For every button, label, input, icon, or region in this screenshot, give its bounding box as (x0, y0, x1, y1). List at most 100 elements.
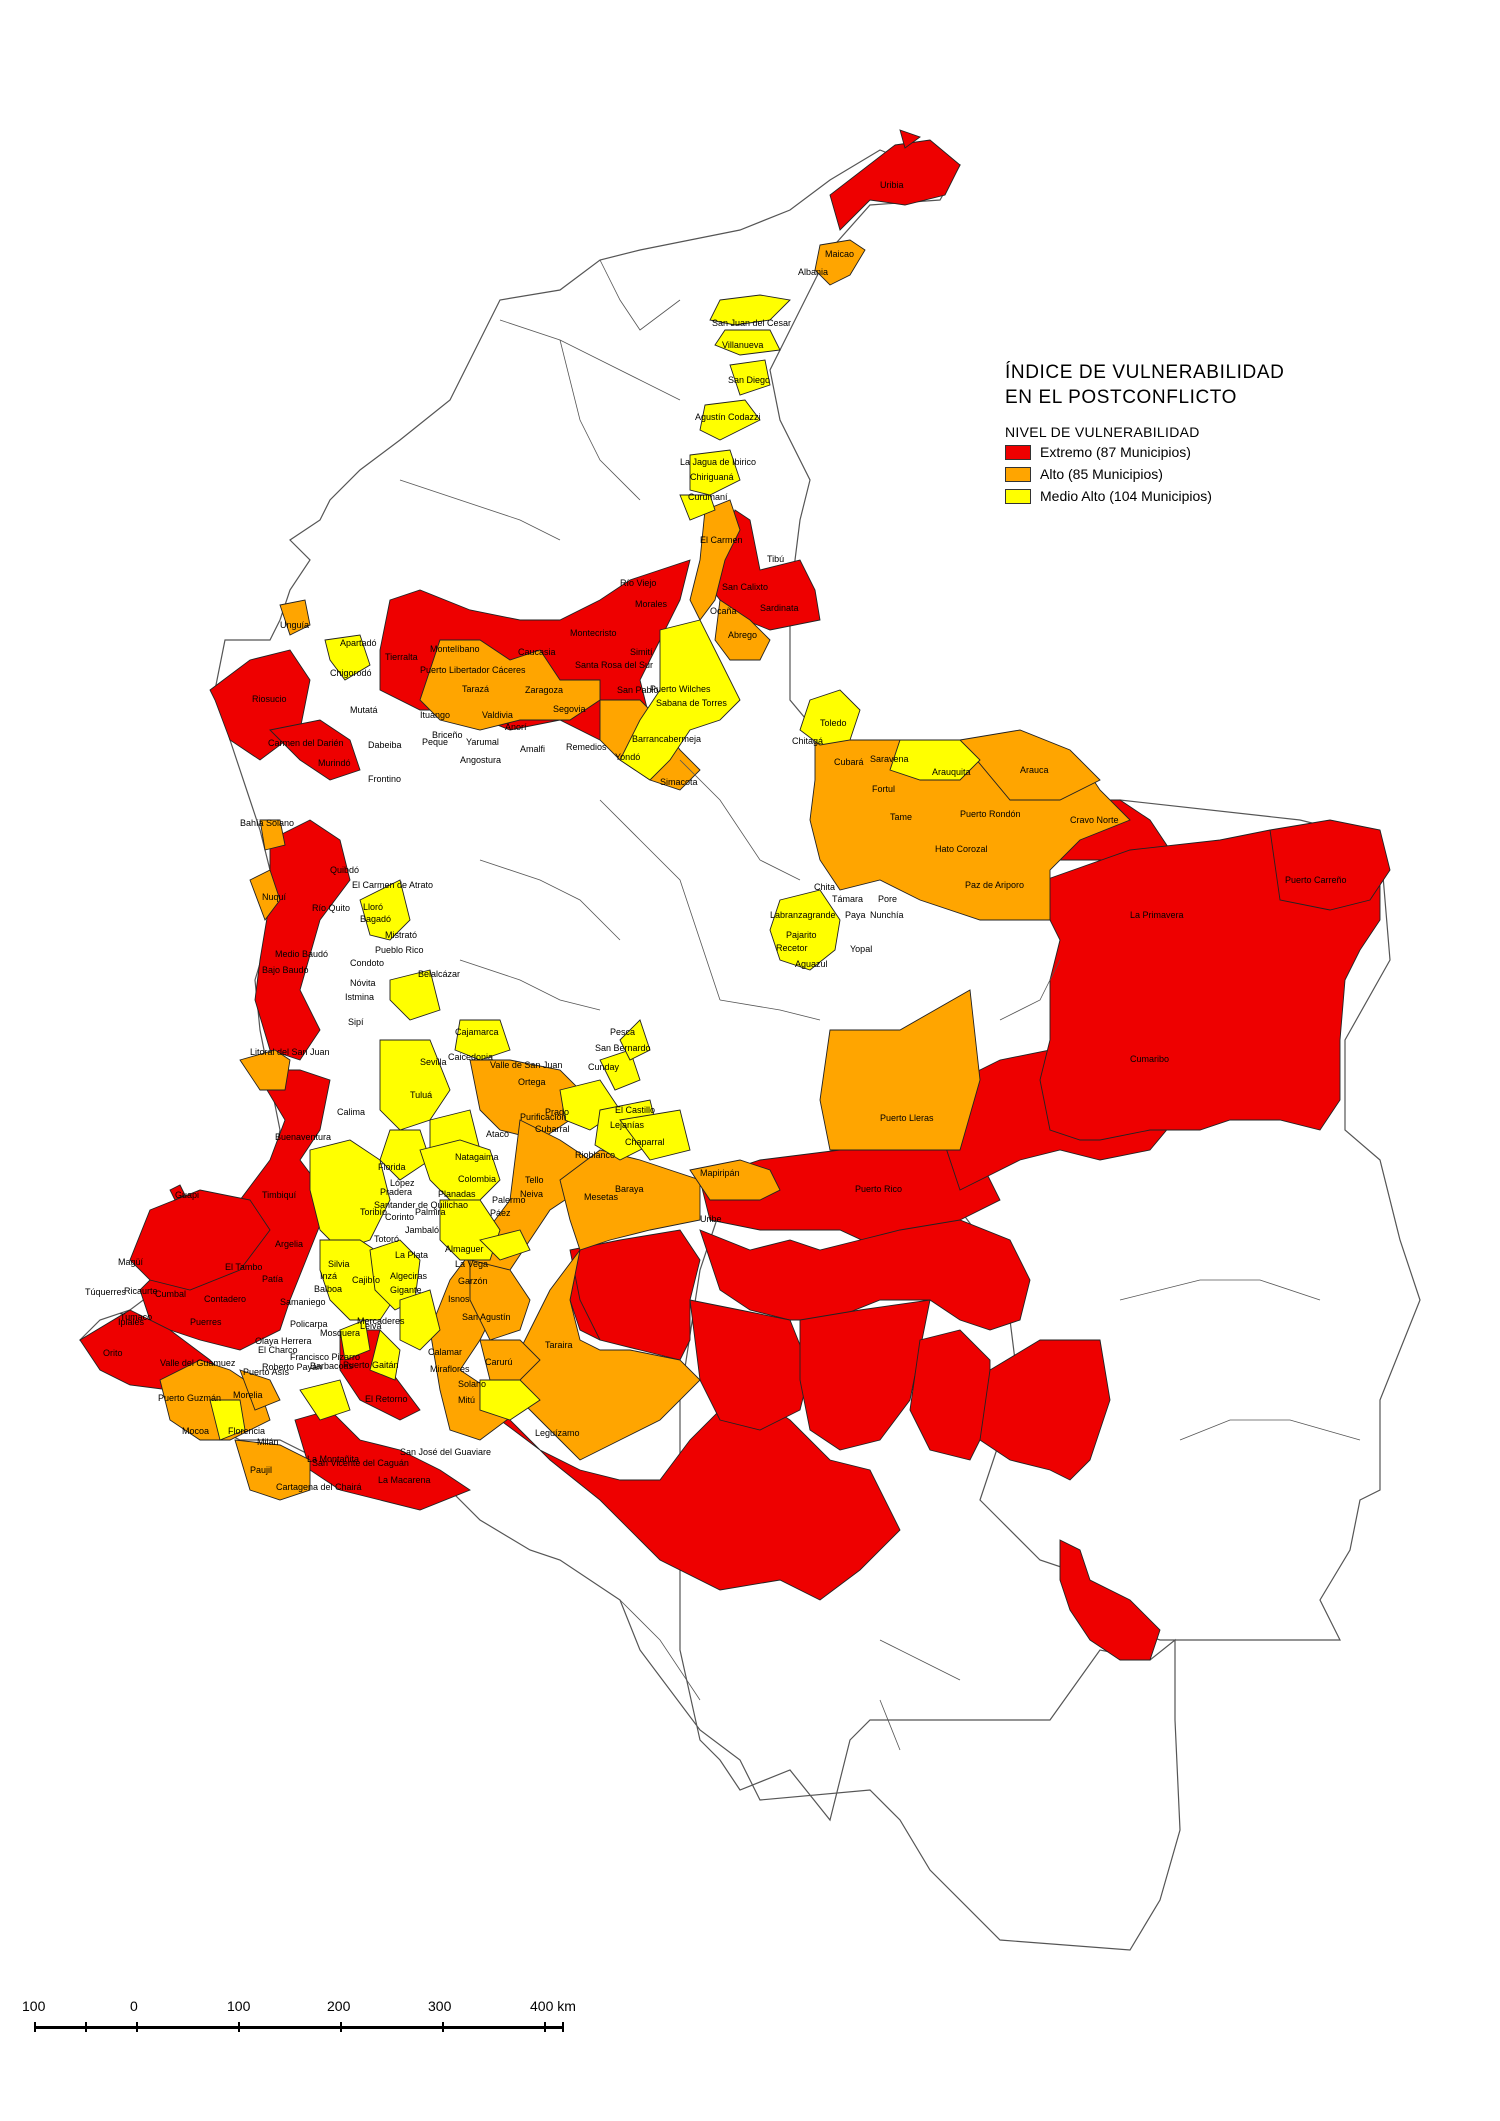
municipality-label: Curumaní (688, 492, 728, 502)
municipality-label: Silvia (328, 1259, 350, 1269)
municipality-label: Riosucio (252, 694, 287, 704)
municipality-label: Neiva (520, 1189, 543, 1199)
municipality-label: Aguazul (795, 959, 828, 969)
municipality-label: La Primavera (1130, 910, 1184, 920)
municipality-label: Frontino (368, 774, 401, 784)
municipality-label: Mesetas (584, 1192, 619, 1202)
municipality-label: San Juan del Cesar (712, 318, 791, 328)
municipality-label: Gigante (390, 1285, 422, 1295)
municipality-label: Arauquita (932, 767, 971, 777)
municipality-label: Toribío (360, 1207, 387, 1217)
municipality-label: Santa Rosa del Sur (575, 660, 653, 670)
extremo-regions (79, 129, 1391, 1661)
municipality-label: López (390, 1178, 415, 1188)
municipality-label: Recetor (776, 943, 808, 953)
municipality-label: San José del Guaviare (400, 1447, 491, 1457)
legend-item-medio-alto: Medio Alto (104 Municipios) (1005, 486, 1385, 506)
municipality-label: Paya (845, 910, 866, 920)
municipality-label: El Tambo (225, 1262, 262, 1272)
municipality-label: Valle del Guamuez (160, 1358, 236, 1368)
municipality-label: Apartadó (340, 638, 377, 648)
municipality-label: Arauca (1020, 765, 1049, 775)
municipality-label: Olaya Herrera (255, 1336, 312, 1346)
scale-tick (238, 2022, 240, 2032)
municipality-label: Mutatá (350, 705, 378, 715)
internal-boundaries (399, 259, 1361, 1751)
municipality-label: Dabeiba (368, 740, 402, 750)
municipality-label: Calamar (428, 1347, 462, 1357)
municipality-label: Valdivia (482, 710, 513, 720)
municipality-label: Ocaña (710, 606, 737, 616)
municipality-label: Mercaderes (357, 1316, 405, 1326)
municipality-label: Remedios (566, 742, 607, 752)
municipality-label: El Retorno (365, 1394, 408, 1404)
municipality-label: El Carmen de Atrato (352, 880, 433, 890)
municipality-label: Barrancabermeja (632, 734, 701, 744)
municipality-label: Mocoa (182, 1426, 209, 1436)
municipality-label: Bahía Solano (240, 818, 294, 828)
municipality-label: Puerto Carreño (1285, 875, 1347, 885)
municipality-label: Caucasia (518, 647, 556, 657)
municipality-label: Pueblo Rico (375, 945, 424, 955)
scale-label: 300 (428, 1998, 452, 2014)
municipality-label: Murindó (318, 758, 351, 768)
municipality-label: Túquerres (85, 1287, 127, 1297)
legend-swatch-medio-alto (1005, 488, 1031, 504)
municipality-label: Santander de Quilichao (374, 1200, 468, 1210)
municipality-label: Lloró (363, 902, 383, 912)
municipality-label: Chiriguaná (690, 472, 734, 482)
scale-label: 100 (22, 1998, 46, 2014)
scale-tick (340, 2022, 342, 2032)
scale-label: 400 km (530, 1998, 576, 2014)
municipality-label: San Pablo (617, 685, 659, 695)
municipality-label: Lejanías (610, 1120, 645, 1130)
scale-tick (544, 2022, 546, 2032)
municipality-label: Cubará (834, 757, 864, 767)
municipality-label: Amalfi (520, 744, 545, 754)
municipality-label: La Jagua de Ibirico (680, 457, 756, 467)
municipality-label: Magüí (118, 1257, 144, 1267)
municipality-label: Cartagena del Chairá (276, 1482, 362, 1492)
municipality-label: Pore (878, 894, 897, 904)
municipality-label: El Charco (258, 1345, 298, 1355)
municipality-label: Roberto Payán (262, 1362, 322, 1372)
municipality-label: Guapi (175, 1190, 199, 1200)
municipality-label: San Calixto (722, 582, 768, 592)
municipality-label: Simití (630, 647, 653, 657)
municipality-label: Agustín Codazzi (695, 412, 761, 422)
scale-tick (85, 2022, 87, 2032)
municipality-label: Sabana de Torres (656, 698, 727, 708)
municipality-label: Maicao (825, 249, 854, 259)
municipality-label: Cumaribo (1130, 1054, 1169, 1064)
municipality-label: San Diego (728, 375, 770, 385)
municipality-label: Cáceres (492, 665, 526, 675)
legend: ÍNDICE DE VULNERABILIDAD EN EL POSTCONFL… (1005, 360, 1385, 506)
municipality-label: Angostura (460, 755, 501, 765)
municipality-label: Ortega (518, 1077, 546, 1087)
municipality-label: Patía (262, 1274, 283, 1284)
municipality-label: Mistrató (385, 930, 417, 940)
legend-swatch-alto (1005, 466, 1031, 482)
municipality-label: Tierralta (385, 652, 418, 662)
municipality-label: La Vega (455, 1259, 488, 1269)
legend-label-medio-alto: Medio Alto (104 Municipios) (1040, 488, 1212, 504)
municipality-label: Caicedonia (448, 1052, 493, 1062)
municipality-label: Yarumal (466, 737, 499, 747)
municipality-label: San Bernardo (595, 1043, 651, 1053)
municipality-label: Chita (814, 882, 835, 892)
municipality-label: Ataco (486, 1129, 509, 1139)
municipality-label: Chigorodó (330, 668, 372, 678)
municipality-label: Pesca (610, 1027, 635, 1037)
scale-label: 0 (130, 1998, 138, 2014)
municipality-label: Belalcázar (418, 969, 460, 979)
municipality-label: Cajibío (352, 1275, 380, 1285)
municipality-label: Barbacoas (310, 1361, 354, 1371)
municipality-label: Chitagá (792, 736, 823, 746)
municipality-label: Colombia (458, 1174, 496, 1184)
municipality-label: Garzón (458, 1276, 488, 1286)
municipality-label: Ipiales (118, 1317, 145, 1327)
municipality-label: Samaniego (280, 1297, 326, 1307)
municipality-label: Florencia (228, 1426, 265, 1436)
municipality-label: Rioblanco (575, 1150, 615, 1160)
municipality-label: La Montañita (307, 1454, 359, 1464)
